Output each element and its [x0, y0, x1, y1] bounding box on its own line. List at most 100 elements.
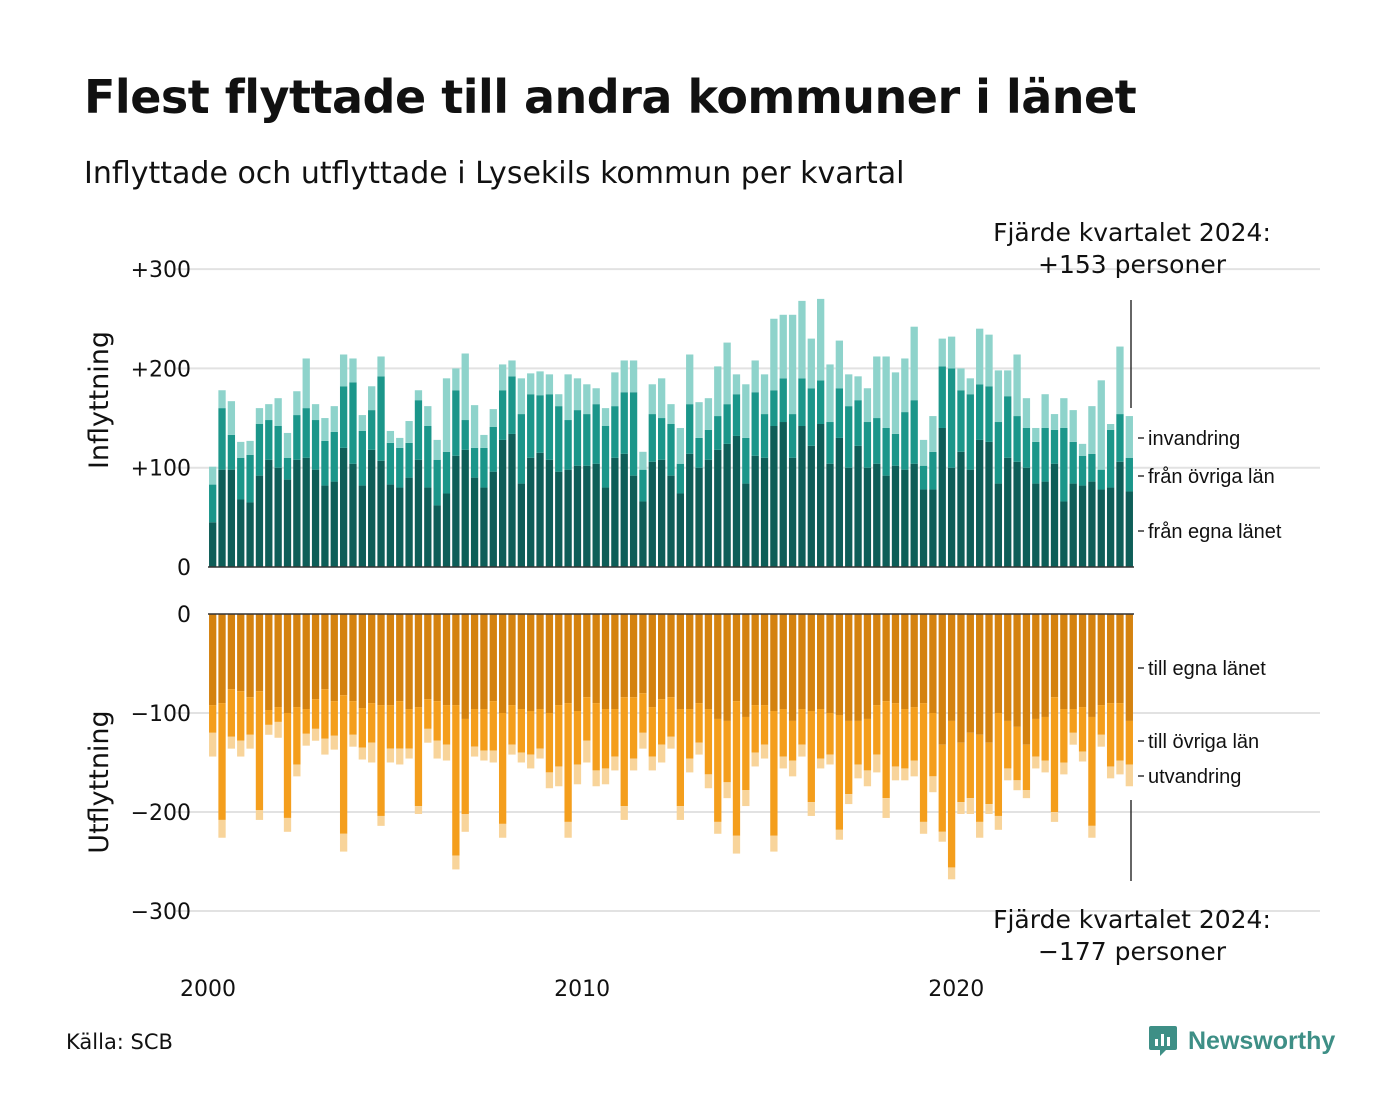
bar-in-segment — [265, 459, 273, 567]
bar-out-segment — [339, 695, 348, 834]
bar-in-segment — [255, 408, 264, 425]
annotation-top-line2: +153 personer — [1038, 250, 1227, 279]
bar-out-segment — [424, 614, 432, 700]
bar-out-segment — [1106, 766, 1115, 779]
bar-out-segment — [414, 707, 423, 807]
bar-in-segment — [461, 353, 469, 421]
bar-in-segment — [657, 459, 666, 567]
bar-out-segment — [470, 614, 479, 710]
bar-in-segment — [994, 422, 1003, 484]
bar-in-segment — [414, 400, 423, 460]
bar-out-segment — [555, 614, 563, 706]
bar-out-segment — [405, 709, 413, 749]
bar-in-segment — [742, 437, 750, 484]
bar-out-segment — [723, 720, 731, 783]
bar-out-segment — [489, 701, 497, 751]
bar-out-segment — [714, 614, 722, 719]
bar-in-segment — [976, 439, 984, 567]
y-tick-label: +200 — [131, 357, 191, 382]
bar-out-segment — [760, 744, 769, 759]
bar-out-segment — [461, 614, 469, 719]
bar-out-segment — [1116, 760, 1124, 775]
bar-in-segment — [527, 373, 535, 395]
bar-in-segment — [994, 370, 1003, 423]
bar-in-segment — [461, 449, 469, 567]
bar-in-segment — [807, 445, 815, 567]
bar-out-segment — [377, 815, 385, 826]
x-tick-label: 2020 — [928, 977, 984, 1002]
bar-out-segment — [817, 709, 825, 759]
bar-in-segment — [686, 354, 694, 405]
bar-in-segment — [573, 465, 582, 567]
bar-out-segment — [405, 748, 413, 759]
bar-in-segment — [1078, 485, 1087, 567]
bar-out-segment — [1078, 751, 1087, 762]
bar-in-segment — [545, 394, 554, 460]
bar-out-segment — [882, 614, 890, 702]
bar-out-segment — [377, 705, 385, 816]
bar-in-segment — [209, 522, 217, 567]
bar-in-segment — [265, 420, 273, 460]
bar-out-segment — [517, 752, 525, 763]
bar-out-segment — [1097, 614, 1105, 706]
bar-out-segment — [573, 614, 582, 712]
bar-out-segment — [929, 713, 937, 777]
bar-out-segment — [629, 614, 638, 698]
bar-in-segment — [966, 394, 974, 470]
bar-out-segment — [302, 614, 310, 710]
bar-in-segment — [985, 386, 993, 442]
bar-in-segment — [1078, 443, 1087, 456]
bar-in-segment — [667, 424, 675, 476]
bar-out-segment — [742, 790, 750, 807]
bar-out-segment — [901, 709, 909, 769]
bar-in-segment — [386, 484, 395, 567]
bar-in-segment — [555, 406, 563, 472]
bar-in-segment — [957, 390, 965, 452]
bar-out-segment — [938, 831, 946, 842]
bar-in-segment — [1125, 457, 1133, 492]
bar-in-segment — [536, 395, 544, 453]
brand-logo[interactable]: Newsworthy — [1148, 1024, 1335, 1058]
bar-out-segment — [433, 740, 441, 759]
bar-out-segment — [209, 705, 217, 733]
bar-in-segment — [929, 451, 937, 490]
bar-in-segment — [770, 318, 778, 391]
bar-in-segment — [648, 461, 656, 567]
bar-in-segment — [695, 467, 703, 567]
bar-in-segment — [452, 368, 460, 391]
bar-out-segment — [368, 703, 376, 743]
bar-in-segment — [966, 378, 974, 395]
bar-out-segment — [1097, 734, 1105, 747]
bar-in-segment — [957, 368, 965, 391]
bar-in-segment — [873, 463, 881, 567]
bar-out-segment — [826, 713, 834, 755]
bar-out-segment — [657, 699, 666, 745]
bar-in-segment — [414, 459, 423, 567]
bar-out-segment — [704, 614, 713, 710]
bar-in-segment — [891, 372, 900, 434]
bar-out-segment — [873, 705, 881, 755]
bar-out-segment — [994, 713, 1003, 816]
bar-in-segment — [583, 465, 591, 567]
bar-out-segment — [433, 614, 441, 702]
bar-out-segment — [807, 802, 815, 816]
bar-out-segment — [854, 720, 862, 765]
bar-out-segment — [938, 744, 946, 832]
bar-in-segment — [704, 459, 713, 567]
bar-in-segment — [1013, 461, 1021, 567]
bar-in-segment — [517, 483, 525, 567]
bar-in-segment — [396, 447, 404, 488]
bar-in-segment — [274, 425, 282, 468]
bar-in-segment — [611, 406, 619, 458]
bar-in-segment — [517, 378, 525, 415]
bar-out-segment — [788, 760, 797, 777]
bar-out-segment — [863, 614, 872, 719]
bar-in-segment — [302, 358, 310, 409]
bar-out-segment — [368, 742, 376, 763]
bar-in-segment — [704, 398, 713, 430]
bar-in-segment — [218, 390, 226, 409]
bar-in-segment — [732, 374, 741, 395]
bar-in-segment — [1088, 406, 1096, 454]
bar-out-segment — [442, 744, 451, 761]
bar-in-segment — [938, 427, 946, 567]
